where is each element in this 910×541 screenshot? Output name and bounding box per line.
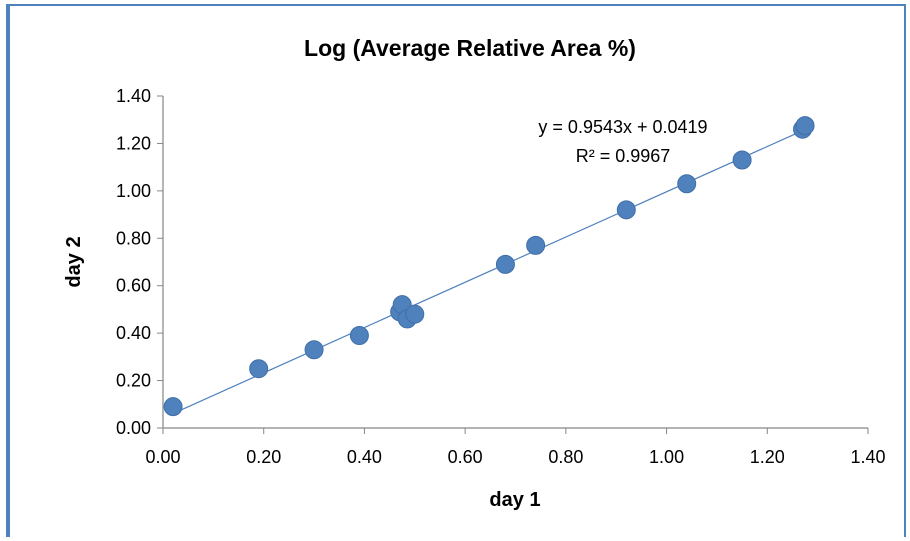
y-tick-label: 0.60 — [116, 276, 151, 296]
y-tick-label: 0.00 — [116, 418, 151, 438]
y-tick-label: 1.40 — [116, 86, 151, 106]
y-axis-label: day 2 — [63, 236, 85, 287]
data-point — [616, 200, 636, 220]
data-point — [405, 304, 425, 324]
data-point — [677, 174, 697, 194]
y-tick-label: 0.40 — [116, 323, 151, 343]
y-tick-label: 1.20 — [116, 133, 151, 153]
x-tick-label: 0.00 — [145, 447, 180, 467]
data-point — [349, 326, 369, 346]
y-ticks: 0.00 0.20 0.40 0.60 0.80 1.00 1.20 1.40 — [116, 86, 163, 438]
x-tick-label: 1.20 — [750, 447, 785, 467]
trendline — [172, 128, 806, 415]
r-squared-label: R² = 0.9967 — [576, 146, 671, 166]
x-ticks: 0.00 0.20 0.40 0.60 0.80 1.00 1.20 1.40 — [145, 428, 886, 467]
x-tick-label: 0.40 — [347, 447, 382, 467]
data-point — [732, 150, 752, 170]
data-point — [795, 116, 815, 136]
x-axis-label: day 1 — [489, 489, 540, 511]
data-point — [495, 254, 515, 274]
trendline-equation: y = 0.9543x + 0.0419 — [538, 117, 707, 137]
y-tick-label: 0.80 — [116, 228, 151, 248]
data-point — [526, 235, 546, 255]
y-tick-label: 0.20 — [116, 371, 151, 391]
data-point — [163, 397, 183, 417]
data-point — [249, 359, 269, 379]
data-points — [163, 116, 815, 417]
x-tick-label: 0.60 — [448, 447, 483, 467]
x-tick-label: 0.80 — [548, 447, 583, 467]
y-tick-label: 1.00 — [116, 181, 151, 201]
x-tick-label: 1.40 — [850, 447, 885, 467]
chart-title: Log (Average Relative Area %) — [304, 35, 636, 61]
data-point — [304, 340, 324, 360]
x-tick-label: 0.20 — [246, 447, 281, 467]
chart-frame — [6, 4, 906, 537]
x-tick-label: 1.00 — [649, 447, 684, 467]
